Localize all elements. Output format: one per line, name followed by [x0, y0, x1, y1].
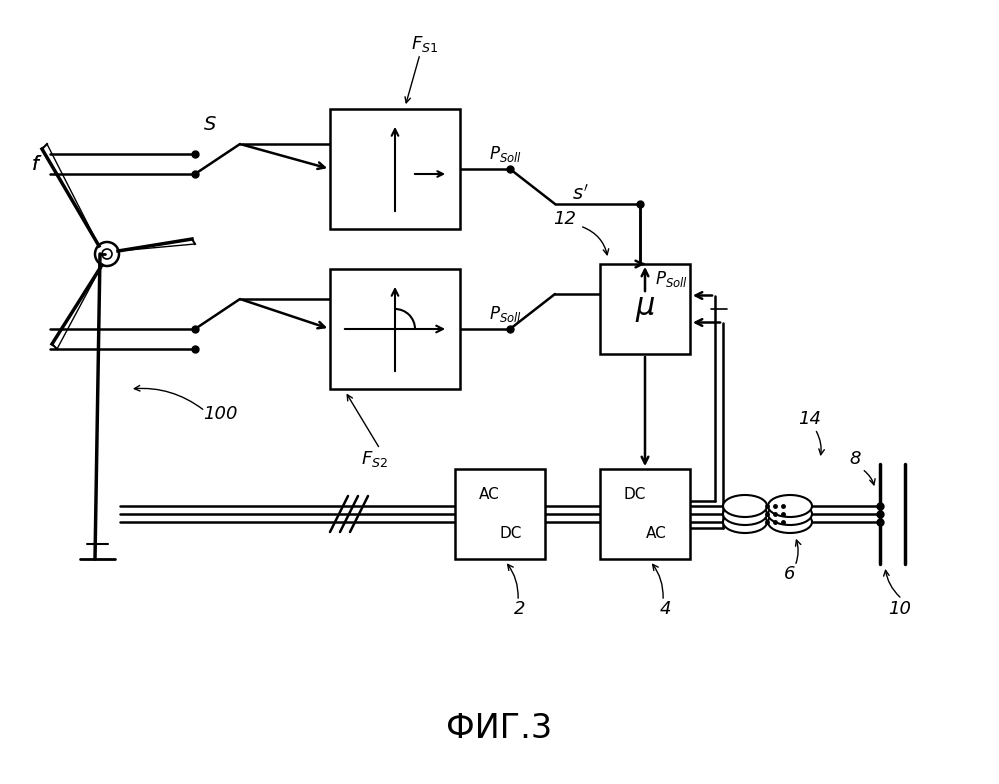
Text: 12: 12 — [553, 210, 576, 228]
Bar — [600, 469, 690, 559]
Text: 8: 8 — [849, 450, 861, 468]
Ellipse shape — [723, 511, 767, 533]
Text: $\mu$: $\mu$ — [634, 295, 655, 324]
Text: 100: 100 — [203, 405, 237, 423]
Text: $P_{Soll}$: $P_{Soll}$ — [489, 304, 521, 324]
Bar — [600, 264, 690, 354]
Text: DC: DC — [500, 526, 522, 541]
Ellipse shape — [723, 495, 767, 517]
Ellipse shape — [768, 511, 812, 533]
Bar — [455, 469, 545, 559]
Text: 14: 14 — [798, 410, 821, 428]
Text: f: f — [32, 154, 38, 173]
Text: 10: 10 — [888, 600, 911, 618]
Text: AC: AC — [645, 526, 666, 541]
Bar — [330, 109, 460, 229]
Text: f: f — [32, 154, 38, 173]
Text: 6: 6 — [784, 565, 796, 583]
Ellipse shape — [723, 503, 767, 525]
Text: $F_{S2}$: $F_{S2}$ — [362, 449, 389, 469]
Bar — [330, 269, 460, 389]
Text: 4: 4 — [659, 600, 670, 618]
Text: ФИГ.3: ФИГ.3 — [447, 713, 552, 746]
Text: $F_{S1}$: $F_{S1}$ — [412, 34, 439, 54]
Text: AC: AC — [479, 487, 500, 502]
Ellipse shape — [768, 503, 812, 525]
Text: $P_{Soll}$: $P_{Soll}$ — [655, 269, 688, 289]
Text: $s'$: $s'$ — [571, 184, 588, 204]
Text: S: S — [204, 114, 216, 133]
Text: DC: DC — [623, 487, 645, 502]
Text: 2: 2 — [514, 600, 525, 618]
Ellipse shape — [768, 495, 812, 517]
Text: $P_{Soll}$: $P_{Soll}$ — [489, 144, 521, 164]
